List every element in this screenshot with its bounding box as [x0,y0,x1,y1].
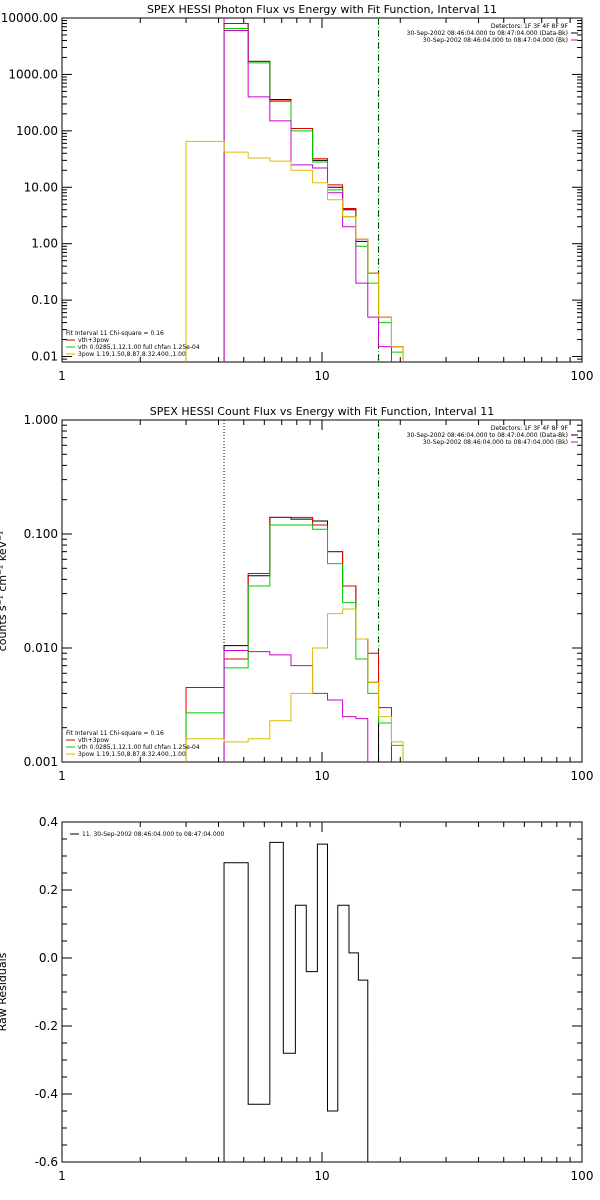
chart-title: SPEX HESSI Photon Flux vs Energy with Fi… [147,3,497,16]
x-tick-label: 10 [314,769,329,783]
histogram-series [223,650,369,762]
y-tick-label: 0.2 [39,883,58,897]
detector-info-line: Detectors: 1F 3F 4F 8F 9F [491,425,569,432]
count-flux-panel: SPEX HESSI Count Flux vs Energy with Fit… [0,405,594,783]
y-tick-label: 1.000 [24,413,58,427]
legend-entry: Fit Interval 11 Chi-square = 0.16 [66,730,164,737]
histogram-series [185,516,392,762]
legend-entry: vth+3pow [78,337,109,344]
plot-frame [61,419,583,763]
y-tick-label: 0.10 [31,293,58,307]
histogram-series [223,841,369,1162]
legend-entry: 3pow 1.19,1.50,8.87,8.32,400.,1.00 [78,751,186,758]
histogram-series [223,30,392,362]
y-tick-label: 0.001 [24,755,58,769]
legend-entry: 11. 30-Sep-2002 08:46:04.000 to 08:47:04… [82,831,225,838]
legend-entry: Fit Interval 11 Chi-square = 0.16 [66,330,164,337]
x-tick-label: 1 [58,1169,66,1183]
detector-info-line: 30-Sep-2002 08:46:04.000 to 08:47:04.000… [423,37,568,44]
histogram-series [223,22,404,362]
y-tick-label: 0.01 [31,350,58,364]
y-tick-label: 1.00 [31,237,58,251]
x-tick-label: 1 [58,369,66,383]
y-tick-label: 0.100 [24,527,58,541]
plot-frame [61,17,583,363]
detector-info-line: 30-Sep-2002 08:46:04.000 to 08:47:04.000… [407,30,568,37]
x-tick-label: 10 [314,1169,329,1183]
legend-entry: vth 0.0285,1.12,1.00 full chfan 1.25e-04 [78,344,200,351]
x-tick-label: 10 [314,369,329,383]
x-tick-label: 100 [571,1169,594,1183]
y-tick-label: 100.00 [16,124,58,138]
y-tick-label: -0.2 [35,1019,58,1033]
histogram-series [185,524,404,762]
detector-info-line: Detectors: 1F 3F 4F 8F 9F [491,23,569,30]
legend-entry: vth 0.0285,1.12,1.00 full chfan 1.25e-04 [78,744,200,751]
plot-frame [61,821,583,1163]
detector-info-line: 30-Sep-2002 08:46:04.000 to 08:47:04.000… [423,439,568,446]
y-tick-label: -0.4 [35,1087,58,1101]
histogram-series [223,22,404,362]
y-tick-label: 10.00 [24,180,58,194]
x-tick-label: 100 [571,369,594,383]
histogram-series [185,608,404,762]
histogram-series [185,140,404,362]
histogram-series [223,28,404,362]
photon-flux-panel: SPEX HESSI Photon Flux vs Energy with Fi… [1,3,594,383]
y-tick-label: 0.0 [39,951,58,965]
y-tick-label: 0.4 [39,815,58,829]
residuals-panel: Raw Residuals 1 10 100 -0.6 -0.4 -0.2 0.0 0.2 0.4… [0,815,594,1183]
x-tick-label: 1 [58,769,66,783]
y-tick-label: -0.6 [35,1155,58,1169]
y-tick-label: 10000.00 [1,11,58,25]
x-tick-label: 100 [571,769,594,783]
histogram-series [223,516,380,762]
detector-info-line: 30-Sep-2002 08:46:04.000 to 08:47:04.000… [407,432,568,439]
y-tick-label: 0.010 [24,641,58,655]
y-tick-label: 1000.00 [8,67,58,81]
legend-entry: 3pow 1.19,1.50,8.87,8.32,400.,1.00 [78,351,186,358]
chart-title: SPEX HESSI Count Flux vs Energy with Fit… [150,405,494,418]
y-axis-label: Raw Residuals [0,952,9,1031]
legend-entry: vth+3pow [78,737,109,744]
y-axis-label: counts s⁻¹ cm⁻² keV⁻¹ [0,531,9,652]
